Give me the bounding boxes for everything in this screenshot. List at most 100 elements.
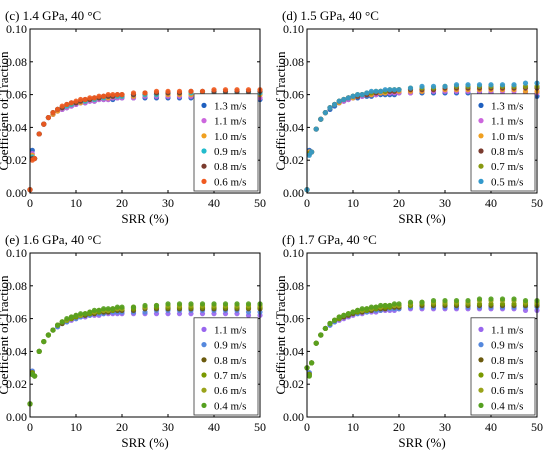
data-point xyxy=(465,82,471,88)
legend-marker xyxy=(478,357,484,363)
data-point xyxy=(341,312,347,318)
data-point xyxy=(318,116,324,122)
legend-label: 1.1 m/s xyxy=(491,324,523,336)
legend-label: 0.7 m/s xyxy=(214,370,246,382)
y-tick-label: 0.00 xyxy=(6,186,27,200)
x-tick-label: 40 xyxy=(208,196,220,210)
data-point xyxy=(327,105,333,111)
x-tick-label: 40 xyxy=(208,420,220,434)
data-point xyxy=(142,90,148,96)
data-point xyxy=(313,340,319,346)
y-axis-label: Coefficient of Traction xyxy=(273,51,288,170)
y-tick-label: 0.08 xyxy=(6,55,27,69)
legend-label: 0.7 m/s xyxy=(491,370,523,382)
data-point xyxy=(153,302,160,309)
legend-marker xyxy=(478,118,484,124)
data-point xyxy=(130,304,137,310)
legend-label: 0.6 m/s xyxy=(214,385,246,397)
x-tick-label: 30 xyxy=(439,196,451,210)
x-tick-label: 50 xyxy=(254,196,266,210)
legend-label: 1.1 m/s xyxy=(491,116,523,128)
x-axis-label: SRR (%) xyxy=(398,211,445,226)
x-tick-label: 0 xyxy=(27,420,33,434)
data-point xyxy=(511,82,517,88)
legend-label: 0.6 m/s xyxy=(214,176,246,188)
y-tick-label: 0.00 xyxy=(6,410,27,424)
data-point xyxy=(359,92,365,98)
x-tick-label: 50 xyxy=(531,196,543,210)
data-point xyxy=(45,114,52,121)
data-point xyxy=(50,110,56,116)
data-point xyxy=(336,314,342,320)
data-point xyxy=(165,301,171,307)
data-point xyxy=(188,88,194,94)
data-point xyxy=(345,95,351,101)
legend-label: 0.6 m/s xyxy=(491,385,523,397)
data-point xyxy=(59,103,65,109)
data-point xyxy=(355,307,361,313)
data-point xyxy=(87,95,93,101)
data-point xyxy=(396,87,402,93)
legend-marker xyxy=(478,133,484,139)
plot-frame xyxy=(306,28,538,194)
data-point xyxy=(368,88,374,94)
data-point xyxy=(199,301,206,307)
data-point xyxy=(382,302,388,309)
data-point xyxy=(87,309,93,315)
legend-box xyxy=(193,317,259,416)
y-tick-label: 0.08 xyxy=(6,279,27,293)
panel-title: (c) 1.4 GPa, 40 °C xyxy=(5,8,101,23)
legend-label: 1.3 m/s xyxy=(214,100,246,112)
x-tick-label: 30 xyxy=(162,196,174,210)
data-point xyxy=(45,332,52,338)
legend-marker xyxy=(201,326,207,332)
panel-title: (d) 1.5 GPa, 40 °C xyxy=(282,8,379,23)
data-point xyxy=(188,301,194,307)
legend-label: 0.5 m/s xyxy=(491,176,523,188)
data-point xyxy=(105,306,111,312)
y-tick-label: 0.06 xyxy=(6,312,27,326)
legend-label: 0.9 m/s xyxy=(214,146,246,158)
data-point xyxy=(430,297,437,304)
data-point xyxy=(499,296,506,302)
y-axis-label: Coefficient of Traction xyxy=(0,51,11,170)
data-point xyxy=(82,311,88,317)
data-point xyxy=(336,98,342,104)
legend-label: 1.3 m/s xyxy=(491,100,523,112)
y-tick-label: 0.00 xyxy=(283,186,304,200)
y-tick-label: 0.04 xyxy=(283,344,304,358)
data-point xyxy=(199,88,206,94)
legend-marker xyxy=(201,178,207,184)
x-tick-label: 0 xyxy=(27,196,33,210)
legend-marker xyxy=(201,402,207,408)
legend-box xyxy=(470,317,536,416)
data-point xyxy=(165,88,171,94)
data-point xyxy=(222,301,229,307)
x-tick-label: 0 xyxy=(304,420,310,434)
data-point xyxy=(332,101,338,108)
legend-label: 0.8 m/s xyxy=(491,355,523,367)
data-point xyxy=(153,88,160,94)
data-point xyxy=(387,87,393,93)
data-point xyxy=(476,82,483,88)
y-tick-label: 0.04 xyxy=(6,120,27,134)
y-tick-label: 0.10 xyxy=(283,246,304,260)
data-point xyxy=(373,304,379,310)
data-point xyxy=(364,90,370,96)
data-point xyxy=(73,98,79,104)
data-point xyxy=(68,100,74,106)
y-tick-label: 0.02 xyxy=(6,153,27,167)
data-point xyxy=(355,92,361,98)
y-axis-label: Coefficient of Traction xyxy=(0,275,11,394)
legend-label: 1.0 m/s xyxy=(491,131,523,143)
data-point xyxy=(119,92,125,98)
legend-marker xyxy=(201,102,207,108)
legend-label: 1.1 m/s xyxy=(214,324,246,336)
legend-marker xyxy=(478,148,484,154)
legend-marker xyxy=(478,342,484,348)
legend-marker xyxy=(478,387,484,393)
data-point xyxy=(245,301,252,307)
panel-title: (e) 1.6 GPa, 40 °C xyxy=(5,232,101,247)
legend-marker xyxy=(201,357,207,363)
